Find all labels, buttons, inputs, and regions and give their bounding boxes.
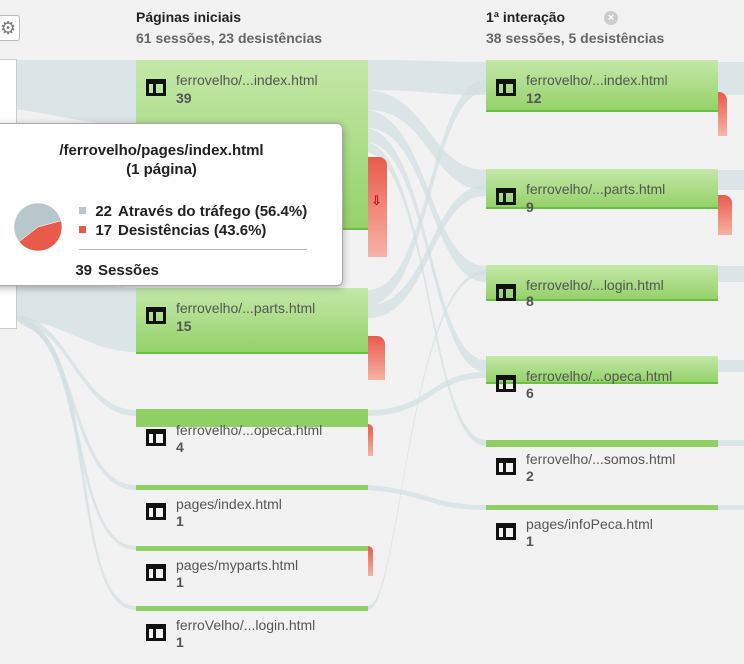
page-icon (146, 307, 166, 324)
node-label: pages/infoPeca.html (526, 516, 653, 532)
dropoff-count: 17 (95, 222, 112, 239)
node-count: 1 (176, 634, 184, 650)
page-icon (146, 564, 166, 581)
flow-in-6 (28, 322, 136, 610)
node-label: ferrovelho/...opeca.html (176, 422, 323, 438)
column-subtitle: 38 sessões, 5 desistências (486, 30, 665, 46)
tooltip-title: /ferrovelho/pages/index.html (59, 142, 264, 159)
dropoff-bar[interactable] (368, 546, 373, 576)
flow-out-2 (718, 170, 744, 190)
flow-out-1 (718, 62, 744, 95)
node-label: ferrovelho/...login.html (526, 277, 664, 293)
dropoff-bar[interactable] (718, 195, 732, 235)
node-label: ferrovelho/...index.html (526, 72, 668, 88)
page-icon (496, 523, 516, 540)
node-label: pages/myparts.html (176, 557, 299, 573)
node-count: 39 (176, 90, 192, 106)
pie-slice-traffic (13, 202, 62, 243)
down-arrow-icon: ⇩ (371, 193, 382, 208)
page-icon (146, 624, 166, 641)
interaction-node[interactable]: ferrovelho/...somos.html 2 (486, 440, 718, 485)
flow-mid-8 (368, 372, 486, 416)
dropoff-bar[interactable] (368, 336, 385, 380)
column-header-interaction: 1ª interação 38 sessões, 5 desistências (486, 9, 664, 46)
node-label: ferrovelho/...parts.html (176, 300, 316, 316)
start-node[interactable]: pages/index.html 1 (136, 485, 368, 530)
flow-out-5 (718, 440, 744, 446)
node-label: ferroVelho/...login.html (176, 617, 316, 633)
dropoff-bar[interactable] (368, 424, 373, 456)
flow-out-3 (718, 266, 744, 282)
column-title: 1ª interação (486, 9, 566, 25)
flow-out-4 (718, 360, 744, 372)
flow-out-6 (718, 505, 744, 510)
interaction-node[interactable]: ferrovelho/...parts.html 9 (486, 169, 718, 215)
tooltip-traffic-row: 22 Através do tráfego (56.4%) (79, 203, 307, 220)
traffic-label: Através do tráfego (56.4%) (118, 203, 308, 220)
sessions-label: Sessões (98, 262, 159, 279)
tooltip-divider (79, 249, 307, 250)
node-label: ferrovelho/...parts.html (526, 181, 666, 197)
flow-in-5 (24, 320, 136, 550)
page-icon (146, 429, 166, 446)
node-count: 15 (176, 318, 192, 334)
node-label: ferrovelho/...somos.html (526, 451, 676, 467)
flow-mid-6 (368, 185, 486, 318)
dropoff-bar[interactable] (368, 157, 387, 257)
close-icon[interactable]: × (604, 11, 618, 25)
page-icon (496, 79, 516, 96)
tooltip-pie-chart (13, 202, 63, 252)
dropoff-label: Desistências (43.6%) (118, 222, 267, 239)
interaction-node[interactable]: pages/infoPeca.html 1 (486, 505, 718, 550)
column-header-start: Páginas iniciais 61 sessões, 23 desistên… (136, 9, 322, 46)
node-count: 1 (176, 513, 184, 529)
node-count: 8 (526, 293, 534, 309)
flow-mid-7 (368, 142, 486, 446)
page-icon (496, 375, 516, 392)
settings-button[interactable]: ⚙ (0, 15, 20, 41)
node-count: 1 (526, 533, 534, 549)
node-count: 6 (526, 385, 534, 401)
sessions-count: 39 (75, 262, 92, 279)
node-count: 1 (176, 574, 184, 590)
interaction-node[interactable]: ferrovelho/...opeca.html 6 (486, 356, 718, 401)
page-icon (146, 503, 166, 520)
start-node[interactable]: pages/myparts.html 1 (136, 546, 368, 591)
node-tooltip: /ferrovelho/pages/index.html (1 página) … (0, 123, 343, 286)
tooltip-dropoff-row: 17 Desistências (43.6%) (79, 222, 266, 239)
interaction-node[interactable]: ferrovelho/...login.html 8 (486, 265, 718, 309)
page-icon (496, 188, 516, 205)
flow-mid-2 (368, 90, 486, 190)
traffic-swatch (79, 207, 86, 214)
node-count: 4 (176, 439, 184, 455)
node-label: ferrovelho/...index.html (176, 72, 318, 88)
node-count: 9 (526, 199, 534, 215)
flow-mid-1 (368, 60, 486, 95)
node-count: 2 (526, 468, 534, 484)
pie-slice-dropoff (18, 220, 63, 252)
tooltip-sessions-row: 39 Sessões (72, 262, 159, 279)
page-icon (496, 458, 516, 475)
traffic-count: 22 (95, 203, 112, 220)
node-label: ferrovelho/...opeca.html (526, 368, 673, 384)
node-count: 12 (526, 90, 542, 106)
page-icon (496, 284, 516, 301)
flow-mid-9 (368, 485, 486, 510)
start-node[interactable]: ferrovelho/...opeca.html 4 (136, 409, 368, 459)
page-icon (146, 79, 166, 96)
node-label: pages/index.html (176, 496, 282, 512)
gear-icon: ⚙ (0, 18, 17, 38)
dropoff-bar[interactable] (718, 92, 727, 136)
column-title: Páginas iniciais (136, 9, 242, 25)
interaction-node[interactable]: ferrovelho/...index.html 12 (486, 60, 718, 112)
flow-in-2 (17, 270, 136, 352)
flow-in-1 (17, 60, 136, 125)
column-subtitle: 61 sessões, 23 desistências (136, 30, 323, 46)
dropoff-swatch (79, 226, 86, 233)
tooltip-subtitle: (1 página) (126, 161, 197, 178)
start-node[interactable]: ferrovelho/...parts.html 15 (136, 288, 368, 354)
flow-mid-10 (368, 270, 486, 610)
start-node[interactable]: ferroVelho/...login.html 1 (136, 606, 368, 651)
